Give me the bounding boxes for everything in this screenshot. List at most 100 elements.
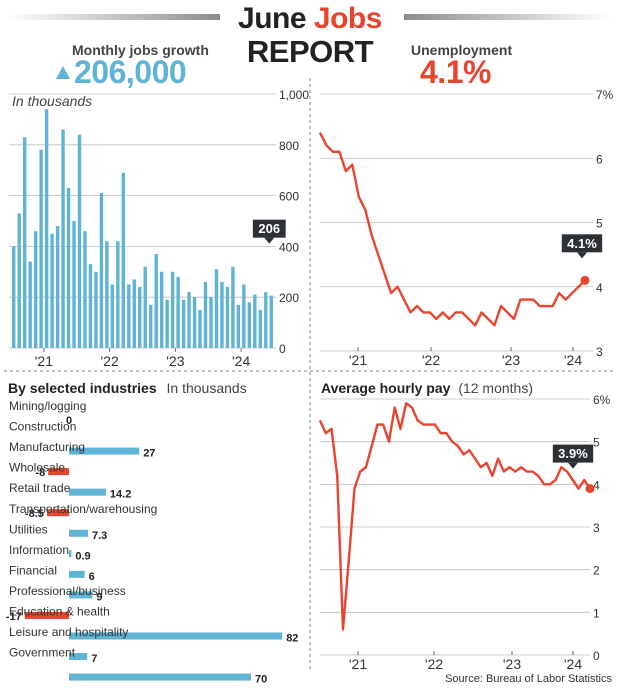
jobs-bar bbox=[22, 137, 27, 348]
jobs-bar bbox=[72, 221, 76, 348]
wage-xtick-label: '22 bbox=[425, 656, 443, 672]
wage-ytick-label: 2 bbox=[593, 564, 600, 578]
industry-label: Utilities bbox=[9, 522, 48, 536]
industry-bar bbox=[69, 488, 106, 496]
jobs-bar bbox=[28, 261, 32, 348]
jobs-bar bbox=[187, 292, 191, 348]
source-note: Source: Bureau of Labor Statistics bbox=[445, 673, 612, 685]
unemployment-kpi-value: 4.1% bbox=[420, 54, 491, 90]
industry-label: Leisure and hospitality bbox=[9, 625, 128, 639]
up-arrow-icon bbox=[56, 66, 70, 79]
wages-chart: 0 1 2 3 4 5 6% '21 '22 '23 '24 3.9% bbox=[318, 393, 611, 672]
wages-subtitle-text: (12 months) bbox=[458, 380, 533, 396]
wage-line bbox=[318, 402, 591, 631]
jobs-bar bbox=[181, 299, 186, 348]
industry-label: Financial bbox=[9, 563, 57, 577]
wage-callout-label: 3.9% bbox=[558, 446, 588, 461]
jobs-bar bbox=[110, 284, 115, 348]
industry-label: Construction bbox=[9, 420, 76, 434]
unemp-callout-box bbox=[561, 234, 603, 253]
jobs-bar bbox=[39, 149, 43, 348]
jobs-bar bbox=[33, 231, 38, 348]
jobs-bar bbox=[66, 187, 71, 348]
industry-value-label: 7.3 bbox=[92, 530, 107, 542]
jobs-bar bbox=[143, 266, 147, 348]
industry-label: Education & health bbox=[9, 605, 110, 619]
unemp-endpoint bbox=[580, 275, 590, 285]
industry-label: Professional/business bbox=[9, 584, 126, 598]
jobs-chart: 0 200 400 600 800 1,000 '21 '22 '23 '24 206 bbox=[9, 88, 309, 369]
jobs-bar bbox=[170, 271, 175, 348]
jobs-ytick-label: 800 bbox=[279, 139, 299, 153]
industry-value-label: 0.9 bbox=[75, 550, 90, 562]
wage-ytick-label: 6% bbox=[593, 393, 611, 407]
jobs-bar bbox=[116, 241, 120, 348]
jobs-ytick-label: 1,000 bbox=[279, 88, 309, 102]
jobs-xtick-label: '23 bbox=[166, 353, 184, 369]
industry-value-label: 27 bbox=[143, 448, 155, 460]
jobs-kpi-value: 206,000 bbox=[74, 54, 187, 90]
unemp-ytick-label: 5 bbox=[596, 217, 603, 231]
industry-value-label: 7 bbox=[91, 653, 97, 665]
jobs-ytick-label: 200 bbox=[279, 291, 299, 305]
wage-ytick-label: 3 bbox=[593, 521, 600, 535]
jobs-kpi-label: Monthly jobs growth bbox=[72, 42, 209, 58]
jobs-bar bbox=[138, 287, 142, 348]
unemp-xtick-label: '23 bbox=[502, 352, 520, 368]
page-title: June Jobs bbox=[0, 2, 620, 36]
jobs-ytick-label: 400 bbox=[279, 240, 299, 254]
industry-label: Wholesale bbox=[9, 461, 65, 475]
industry-value-label: 6 bbox=[89, 571, 95, 583]
jobs-bar bbox=[127, 284, 131, 348]
jobs-bar bbox=[258, 309, 263, 348]
wage-callout-box bbox=[552, 444, 594, 463]
unemp-xtick-label: '22 bbox=[422, 352, 440, 368]
wage-endpoint bbox=[585, 484, 595, 494]
jobs-bar bbox=[159, 271, 164, 348]
jobs-bar bbox=[176, 276, 180, 348]
jobs-bar bbox=[203, 281, 208, 348]
industry-bar bbox=[69, 673, 251, 681]
industry-bar bbox=[69, 591, 93, 599]
wage-ytick-label: 5 bbox=[593, 436, 600, 450]
industry-value-label: -8 bbox=[35, 467, 45, 479]
title-word-june: June bbox=[238, 2, 307, 35]
jobs-bar bbox=[88, 264, 93, 348]
unemployment-chart: 3 4 5 6 7% '21 '22 '23 '24 4.1% bbox=[318, 88, 614, 368]
industry-value-label: 82 bbox=[286, 633, 298, 645]
jobs-bar bbox=[209, 297, 213, 348]
wage-ytick-label: 0 bbox=[593, 649, 600, 663]
industry-bar bbox=[69, 653, 88, 661]
industry-bar bbox=[46, 509, 69, 517]
industry-value-label: -8.5 bbox=[25, 508, 44, 520]
unemp-ytick-label: 4 bbox=[596, 281, 603, 295]
jobs-bar bbox=[44, 109, 49, 349]
title-bar-left bbox=[8, 14, 220, 20]
unemp-callout-label: 4.1% bbox=[567, 236, 597, 251]
wage-callout-pointer bbox=[568, 462, 578, 469]
title-bar-right bbox=[404, 14, 612, 20]
industry-bar bbox=[69, 447, 140, 455]
jobs-bar bbox=[220, 281, 224, 348]
jobs-callout-box bbox=[252, 219, 286, 238]
wages-title-text: Average hourly pay bbox=[321, 380, 451, 396]
industry-bar bbox=[69, 550, 72, 558]
jobs-bar bbox=[242, 284, 246, 348]
industry-value-label: 70 bbox=[255, 674, 267, 686]
jobs-bar bbox=[253, 294, 257, 348]
jobs-bar bbox=[165, 299, 169, 348]
industry-bar bbox=[24, 611, 69, 619]
unemp-callout-pointer bbox=[577, 252, 587, 259]
wage-xtick-label: '24 bbox=[564, 656, 582, 672]
wages-title: Average hourly pay (12 months) bbox=[321, 380, 533, 396]
unemp-ytick-label: 3 bbox=[596, 345, 603, 359]
industry-label: Information bbox=[9, 543, 69, 557]
jobs-bar bbox=[105, 241, 109, 348]
jobs-bar bbox=[225, 287, 230, 348]
title-word-jobs: Jobs bbox=[313, 2, 383, 35]
unemp-xtick-label: '21 bbox=[349, 352, 367, 368]
jobs-callout-label: 206 bbox=[258, 221, 280, 236]
jobs-bar bbox=[77, 134, 82, 348]
